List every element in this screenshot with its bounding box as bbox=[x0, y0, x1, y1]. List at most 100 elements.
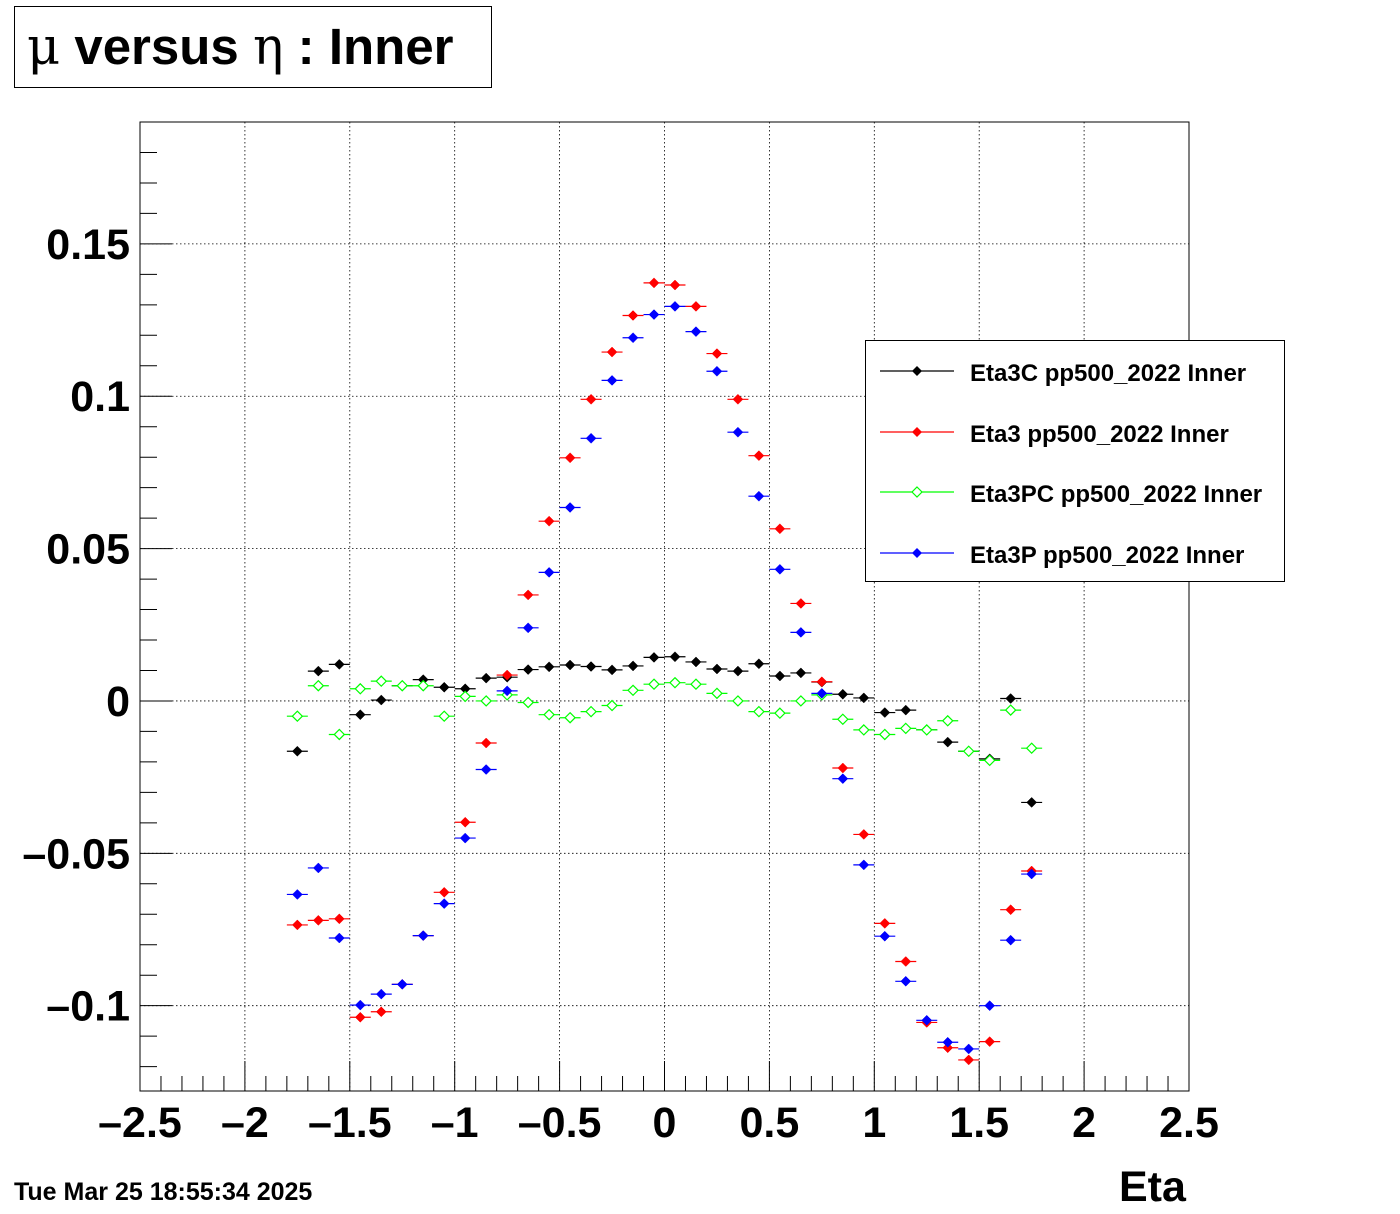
data-point bbox=[942, 1036, 954, 1048]
data-point bbox=[795, 667, 807, 679]
y-tick-label: 0.15 bbox=[46, 221, 130, 269]
data-point bbox=[942, 736, 954, 748]
data-point bbox=[501, 685, 513, 697]
data-point bbox=[732, 695, 744, 707]
data-point bbox=[543, 708, 555, 721]
data-point bbox=[585, 393, 597, 405]
data-point bbox=[690, 301, 702, 312]
data-point bbox=[354, 999, 366, 1011]
mu-symbol: μ bbox=[27, 18, 61, 77]
data-point bbox=[480, 764, 492, 775]
data-point bbox=[333, 932, 345, 944]
data-point bbox=[375, 694, 387, 706]
data-point bbox=[942, 1042, 954, 1054]
data-point bbox=[774, 563, 786, 575]
x-tick-label: 0.5 bbox=[740, 1099, 800, 1147]
legend-entry-eta3c: Eta3C pp500_2022 Inner bbox=[866, 356, 1284, 387]
data-point bbox=[627, 660, 639, 672]
legend-label-eta3p: Eta3P pp500_2022 Inner bbox=[970, 542, 1245, 569]
data-point bbox=[816, 687, 828, 699]
data-point bbox=[858, 829, 870, 840]
data-point bbox=[774, 707, 786, 719]
data-point bbox=[606, 346, 618, 358]
data-point bbox=[795, 695, 807, 707]
data-point bbox=[732, 393, 744, 405]
data-point bbox=[291, 889, 303, 900]
data-point bbox=[291, 745, 303, 757]
data-point bbox=[774, 523, 786, 535]
data-point bbox=[900, 956, 912, 967]
data-point bbox=[522, 696, 534, 709]
data-point bbox=[396, 679, 409, 692]
data-point bbox=[333, 913, 345, 925]
legend-marker-eta3p bbox=[880, 548, 954, 558]
data-point bbox=[585, 705, 597, 718]
x-tick-label: –2.5 bbox=[98, 1099, 182, 1147]
data-point bbox=[837, 762, 849, 774]
data-series bbox=[286, 277, 1043, 1066]
y-tick-label: 0 bbox=[106, 678, 130, 726]
data-point bbox=[354, 682, 367, 695]
data-point bbox=[1026, 868, 1038, 880]
data-point bbox=[836, 713, 849, 726]
data-point bbox=[816, 676, 828, 688]
data-point bbox=[732, 665, 744, 677]
data-point bbox=[648, 309, 660, 320]
data-point bbox=[480, 695, 493, 707]
data-point bbox=[438, 898, 450, 909]
data-point bbox=[753, 450, 765, 462]
legend-label-eta3pc: Eta3PC pp500_2022 Inner bbox=[970, 481, 1263, 508]
y-tick-label: –0.1 bbox=[46, 983, 130, 1031]
data-point bbox=[1005, 934, 1017, 946]
data-point bbox=[312, 862, 324, 874]
data-point bbox=[899, 722, 912, 735]
data-point bbox=[438, 886, 450, 898]
data-point bbox=[627, 310, 639, 321]
data-point bbox=[522, 622, 534, 634]
data-point bbox=[963, 1043, 975, 1055]
data-point bbox=[879, 707, 891, 718]
data-point bbox=[648, 652, 660, 663]
data-point bbox=[375, 988, 387, 1000]
data-point bbox=[564, 502, 576, 513]
legend-label-eta3c: Eta3C pp500_2022 Inner bbox=[970, 360, 1247, 387]
data-point bbox=[837, 688, 849, 700]
data-point bbox=[753, 705, 765, 718]
data-point bbox=[459, 816, 471, 828]
data-point bbox=[795, 598, 807, 609]
data-point bbox=[417, 679, 430, 692]
chart-title: μ versus η : Inner bbox=[27, 21, 454, 73]
data-point bbox=[459, 832, 471, 844]
data-point bbox=[711, 365, 723, 377]
data-point bbox=[900, 975, 912, 987]
data-point bbox=[1025, 742, 1038, 755]
data-point bbox=[354, 1011, 366, 1023]
data-point bbox=[543, 661, 555, 673]
legend-entry-eta3: Eta3 pp500_2022 Inner bbox=[866, 417, 1284, 448]
data-point bbox=[312, 665, 324, 677]
data-point bbox=[606, 375, 618, 386]
data-point bbox=[522, 589, 534, 601]
data-point bbox=[669, 279, 681, 291]
data-point bbox=[522, 664, 534, 675]
data-point bbox=[900, 704, 912, 716]
eta-symbol: η bbox=[252, 18, 284, 77]
legend-label-eta3: Eta3 pp500_2022 Inner bbox=[970, 421, 1229, 448]
data-point bbox=[543, 567, 555, 578]
x-tick-label: –0.5 bbox=[518, 1099, 602, 1147]
data-point bbox=[963, 1054, 975, 1066]
data-point bbox=[312, 679, 325, 692]
data-point bbox=[879, 930, 891, 942]
legend-entry-eta3p: Eta3P pp500_2022 Inner bbox=[866, 538, 1284, 569]
data-point bbox=[480, 672, 492, 684]
data-point bbox=[690, 678, 702, 691]
data-point bbox=[711, 663, 723, 675]
data-point bbox=[795, 627, 807, 638]
data-point bbox=[837, 773, 849, 785]
legend-marker-eta3 bbox=[880, 427, 954, 437]
axes: –2.5 –2 –1.5 –1 –0.5 0 0.5 1 1.5 2 2.5 –0.1 –0.05 0 0.… bbox=[22, 121, 1219, 1147]
legend-entry-eta3pc: Eta3PC pp500_2022 Inner bbox=[866, 477, 1284, 508]
legend: Eta3C pp500_2022 Inner Eta3 pp500_2022 I… bbox=[865, 340, 1285, 582]
datestamp: Tue Mar 25 18:55:34 2025 bbox=[14, 1178, 313, 1206]
